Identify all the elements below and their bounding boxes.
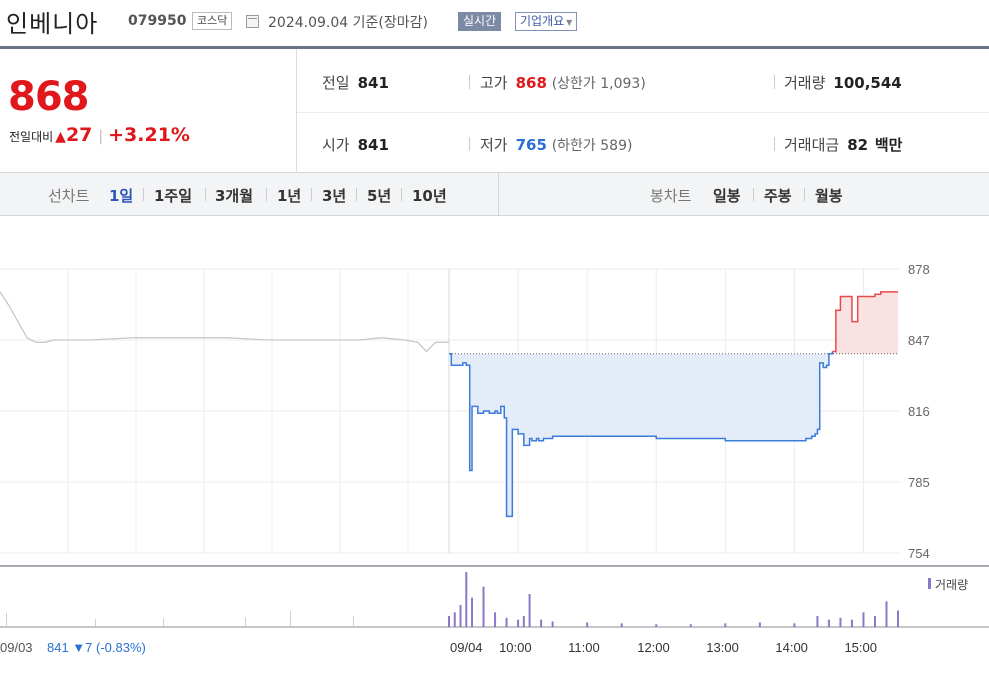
volume-bar [897, 610, 899, 627]
volume-bar [540, 619, 543, 627]
stock-name: 인베니아 [6, 10, 99, 38]
tab-5year[interactable]: 5년 [367, 187, 392, 205]
trade-amount-field: 거래대금 82 백만 [784, 136, 903, 154]
volume-bar [505, 617, 508, 627]
prev-day-close: 841 ▼7 (-0.83%) [47, 640, 146, 655]
volume-bar [885, 601, 888, 627]
volume-bar [827, 619, 830, 627]
volume-bar [724, 623, 727, 627]
y-tick-label: 754 [908, 546, 930, 561]
up-triangle-icon: ▲ [55, 129, 66, 145]
change-row: 전일대비 ▲27 | +3.21% [9, 124, 190, 146]
volume-bar [873, 616, 876, 627]
market-badge: 코스닥 [192, 12, 233, 30]
volume-bar [586, 622, 589, 627]
open-field: 시가 841 [322, 136, 389, 154]
prev-close-field: 전일 841 [322, 74, 389, 92]
price-line-down [449, 351, 834, 518]
volume-legend-swatch [928, 578, 931, 589]
volume-bar [465, 572, 468, 627]
prev-day-date: 09/03 [0, 640, 33, 655]
change-amount: 27 [65, 124, 93, 146]
prev-day-line [0, 291, 449, 353]
tab-monthly-candle[interactable]: 월봉 [815, 187, 843, 205]
volume-bar [522, 616, 525, 627]
volume-bar [758, 622, 761, 627]
chevron-down-icon: ▼ [566, 18, 573, 27]
y-tick-label: 785 [908, 475, 930, 490]
date-text: 2024.09.04 기준(장마감) [268, 15, 428, 31]
volume-bar [551, 621, 554, 627]
prev-volume-bar [6, 613, 7, 627]
tab-3month[interactable]: 3개월 [215, 187, 254, 205]
x-tick-label: 09/04 [450, 640, 483, 655]
summary-divider [296, 49, 297, 172]
realtime-button[interactable]: 실시간 [458, 12, 502, 31]
change-label: 전일대비 [9, 130, 54, 144]
stock-code: 079950 [128, 13, 187, 29]
volume-bar [839, 617, 842, 627]
volume-bar [816, 616, 819, 627]
volume-bar [471, 597, 474, 627]
y-tick-label: 847 [908, 333, 930, 348]
tab-1day[interactable]: 1일 [109, 187, 134, 205]
volume-bar [793, 623, 796, 627]
summary-row-divider [297, 112, 989, 113]
volume-bar [453, 612, 456, 627]
y-tick-label: 878 [908, 262, 930, 277]
volume-bar [862, 612, 865, 627]
intraday-chart: 878 847 816 785 754 거래량 09/03 841 ▼7 (-0.83%)… [0, 262, 989, 655]
volume-bar [655, 624, 658, 627]
volume-legend-label: 거래량 [935, 578, 968, 592]
header-divider [0, 46, 989, 49]
tab-daily-candle[interactable]: 일봉 [713, 187, 741, 205]
tab-weekly-candle[interactable]: 주봉 [764, 187, 792, 205]
x-tick-label: 15:00 [844, 640, 877, 655]
volume-bar [850, 619, 853, 627]
stock-header: 인베니아 079950 코스닥 2024.09.04 기준(장마감) 실시간 기… [0, 0, 989, 46]
x-tick-label: 12:00 [637, 640, 670, 655]
candle-chart-label: 봉차트 [650, 187, 692, 205]
volume-bar [689, 624, 692, 627]
prev-volume-bar [245, 617, 246, 627]
volume-bar [517, 619, 520, 627]
line-chart-label: 선차트 [48, 187, 90, 205]
volume-bar [494, 612, 497, 627]
volume-bar [620, 623, 623, 627]
volume-bar [459, 605, 462, 627]
volume-field: 거래량 100,544 [784, 74, 902, 92]
change-percent: +3.21% [108, 124, 190, 146]
below-prev-area [449, 351, 833, 517]
x-tick-label: 10:00 [499, 640, 532, 655]
volume-bar [448, 616, 450, 627]
company-overview-dropdown[interactable]: 기업개요 ▼ [515, 12, 578, 31]
prev-volume-bar [353, 616, 354, 627]
tab-3year[interactable]: 3년 [322, 187, 347, 205]
x-tick-label: 11:00 [568, 640, 600, 655]
tab-1week[interactable]: 1주일 [154, 187, 193, 205]
calendar-icon [246, 15, 259, 28]
prev-volume-bar [95, 619, 96, 627]
y-tick-label: 816 [908, 404, 930, 419]
low-field: 저가 765 (하한가 589) [480, 136, 633, 154]
tab-10year[interactable]: 10년 [412, 187, 447, 205]
tab-1year[interactable]: 1년 [277, 187, 302, 205]
chart-tab-bar: 선차트 1일 1주일 3개월 1년 3년 5년 10년 봉차트 일봉 주봉 월봉 [0, 172, 989, 216]
prev-volume-bar [290, 611, 291, 627]
above-prev-area [832, 291, 898, 354]
price-line-up [832, 291, 898, 353]
x-tick-label: 14:00 [775, 640, 808, 655]
current-price: 868 [8, 74, 89, 120]
high-field: 고가 868 (상한가 1,093) [480, 74, 646, 92]
volume-bar [528, 594, 531, 627]
x-tick-label: 13:00 [706, 640, 739, 655]
volume-bar [482, 586, 485, 627]
prev-volume-bar [163, 618, 164, 627]
